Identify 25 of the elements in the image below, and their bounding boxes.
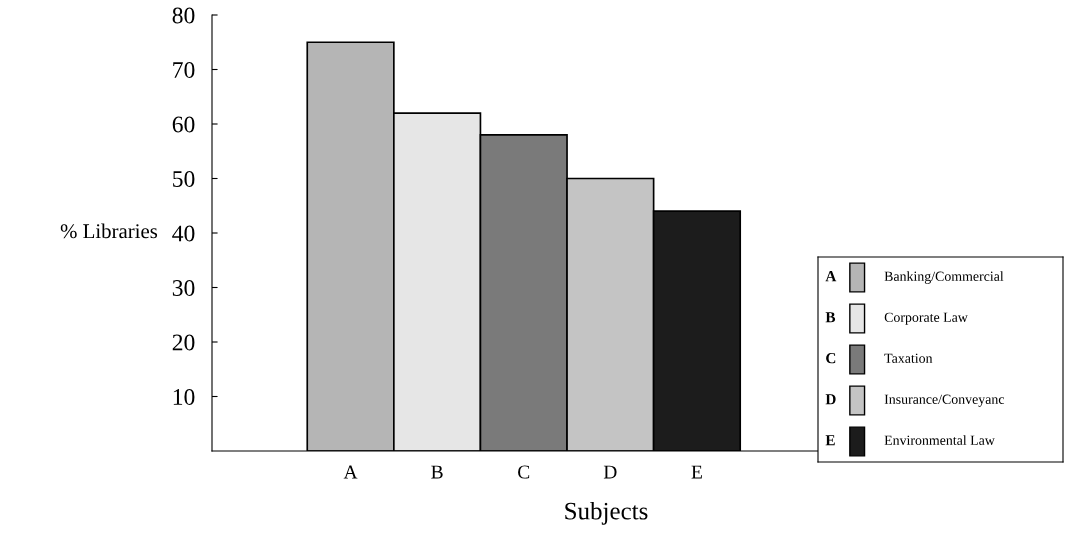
category-label: C [826, 353, 836, 364]
x-tick-label: A [343, 465, 358, 479]
y-tick-label: 40 [172, 225, 195, 242]
legend-label: Banking/Commercial [884, 271, 1004, 284]
x-axis-title: Subjects [565, 501, 648, 525]
y-tick-label: 10 [173, 388, 195, 405]
category-label: D [825, 394, 836, 405]
category-label: E [825, 435, 835, 446]
y-tick-label: 50 [173, 170, 195, 187]
legend-label: Taxation [884, 353, 933, 363]
legend-label: Corporate Law [884, 312, 968, 325]
x-tick-label: D [603, 465, 617, 479]
x-tick-label: E [691, 465, 702, 479]
category-label: B [825, 312, 836, 323]
y-tick-label: 70 [173, 61, 195, 78]
legend-label: Environmental Law [884, 435, 995, 445]
y-tick-label: 20 [172, 334, 195, 351]
category-label: A [825, 271, 837, 282]
x-tick-label: C [518, 465, 530, 479]
y-tick-label: 80 [172, 7, 195, 24]
y-axis-title: % Libraries [60, 223, 158, 239]
y-tick-label: 60 [172, 116, 195, 133]
y-tick-label: 30 [172, 279, 195, 296]
x-tick-label: B [431, 465, 443, 479]
legend-label: Insurance/Conveyanc [884, 394, 1005, 407]
